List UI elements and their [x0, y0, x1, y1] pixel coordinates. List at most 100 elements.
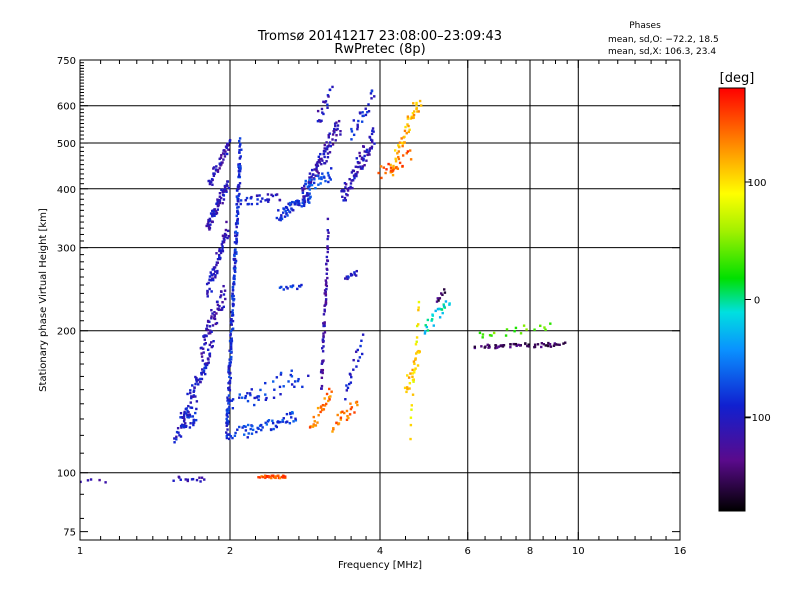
- data-point: [205, 363, 209, 367]
- data-point: [371, 139, 374, 142]
- data-point: [397, 157, 401, 161]
- data-point: [225, 436, 229, 440]
- data-point: [409, 158, 413, 161]
- data-point: [336, 124, 340, 127]
- data-point: [407, 376, 411, 379]
- data-point: [423, 332, 427, 335]
- data-point: [210, 330, 213, 333]
- data-point: [259, 388, 262, 392]
- colorbar-tick-label: −100: [743, 413, 770, 424]
- data-point: [247, 432, 250, 435]
- data-point: [317, 183, 320, 186]
- data-point: [247, 202, 250, 206]
- data-point: [210, 315, 213, 318]
- data-point: [553, 343, 556, 346]
- data-point: [224, 228, 228, 232]
- data-point: [227, 411, 230, 415]
- data-point: [246, 399, 250, 403]
- data-point: [244, 394, 248, 398]
- data-point: [314, 424, 318, 427]
- data-point: [368, 136, 372, 139]
- data-point: [320, 384, 324, 388]
- data-point: [240, 396, 244, 399]
- data-point: [192, 420, 195, 423]
- data-point: [260, 475, 263, 478]
- data-point: [256, 202, 259, 206]
- plot-frame: [79, 59, 681, 541]
- data-point: [195, 378, 198, 381]
- data-point: [361, 165, 365, 168]
- data-point: [527, 343, 530, 346]
- data-point: [365, 150, 368, 154]
- data-point: [266, 193, 270, 196]
- data-point: [346, 277, 349, 281]
- data-point: [418, 99, 422, 103]
- data-point: [353, 273, 356, 276]
- data-point: [231, 313, 235, 317]
- data-point: [229, 332, 232, 336]
- data-point: [232, 294, 235, 298]
- data-point: [412, 116, 415, 119]
- data-point: [319, 152, 322, 156]
- y-tick-label: 750: [57, 56, 76, 67]
- data-point: [186, 413, 189, 417]
- data-point: [200, 355, 204, 358]
- data-point: [325, 281, 328, 284]
- data-point: [522, 324, 526, 327]
- data-point: [411, 368, 414, 372]
- data-point: [409, 423, 413, 427]
- data-point: [195, 407, 198, 411]
- data-point: [354, 274, 358, 277]
- data-point: [432, 324, 435, 327]
- data-point: [216, 269, 219, 273]
- data-point: [271, 419, 274, 422]
- x-tick-label: 2: [227, 546, 233, 557]
- data-point: [184, 422, 187, 425]
- data-point: [407, 130, 410, 134]
- data-point: [323, 143, 326, 147]
- data-point: [353, 411, 356, 414]
- data-point: [332, 130, 335, 133]
- data-point: [227, 148, 230, 151]
- data-point: [185, 412, 188, 415]
- data-point: [398, 161, 402, 165]
- data-point: [442, 303, 445, 306]
- data-point: [237, 184, 240, 188]
- data-point: [308, 183, 311, 187]
- data-point: [235, 239, 238, 243]
- data-point: [234, 267, 237, 270]
- data-point: [226, 229, 230, 233]
- data-point: [261, 426, 264, 429]
- data-point: [235, 214, 238, 218]
- data-point: [220, 188, 223, 192]
- data-point: [408, 381, 412, 385]
- data-point: [443, 291, 447, 294]
- data-point: [335, 128, 338, 132]
- data-point: [230, 347, 233, 351]
- data-point: [222, 194, 226, 197]
- data-point: [179, 411, 183, 415]
- data-point: [309, 181, 312, 185]
- data-point: [322, 334, 325, 338]
- data-point: [358, 111, 362, 114]
- data-point: [238, 167, 242, 171]
- data-point: [98, 478, 101, 482]
- data-point: [336, 127, 339, 131]
- data-point: [218, 253, 221, 257]
- data-point: [441, 311, 444, 315]
- data-point: [249, 427, 252, 431]
- data-point: [195, 380, 198, 383]
- data-point: [355, 157, 358, 160]
- data-point: [415, 101, 418, 105]
- data-point: [235, 202, 239, 206]
- data-point: [350, 375, 353, 379]
- data-point: [224, 145, 228, 148]
- data-point: [202, 351, 205, 354]
- data-point: [194, 411, 197, 415]
- data-point: [238, 145, 241, 148]
- data-point: [234, 259, 238, 263]
- data-point: [238, 425, 241, 429]
- data-point: [255, 194, 259, 197]
- data-point: [430, 318, 434, 321]
